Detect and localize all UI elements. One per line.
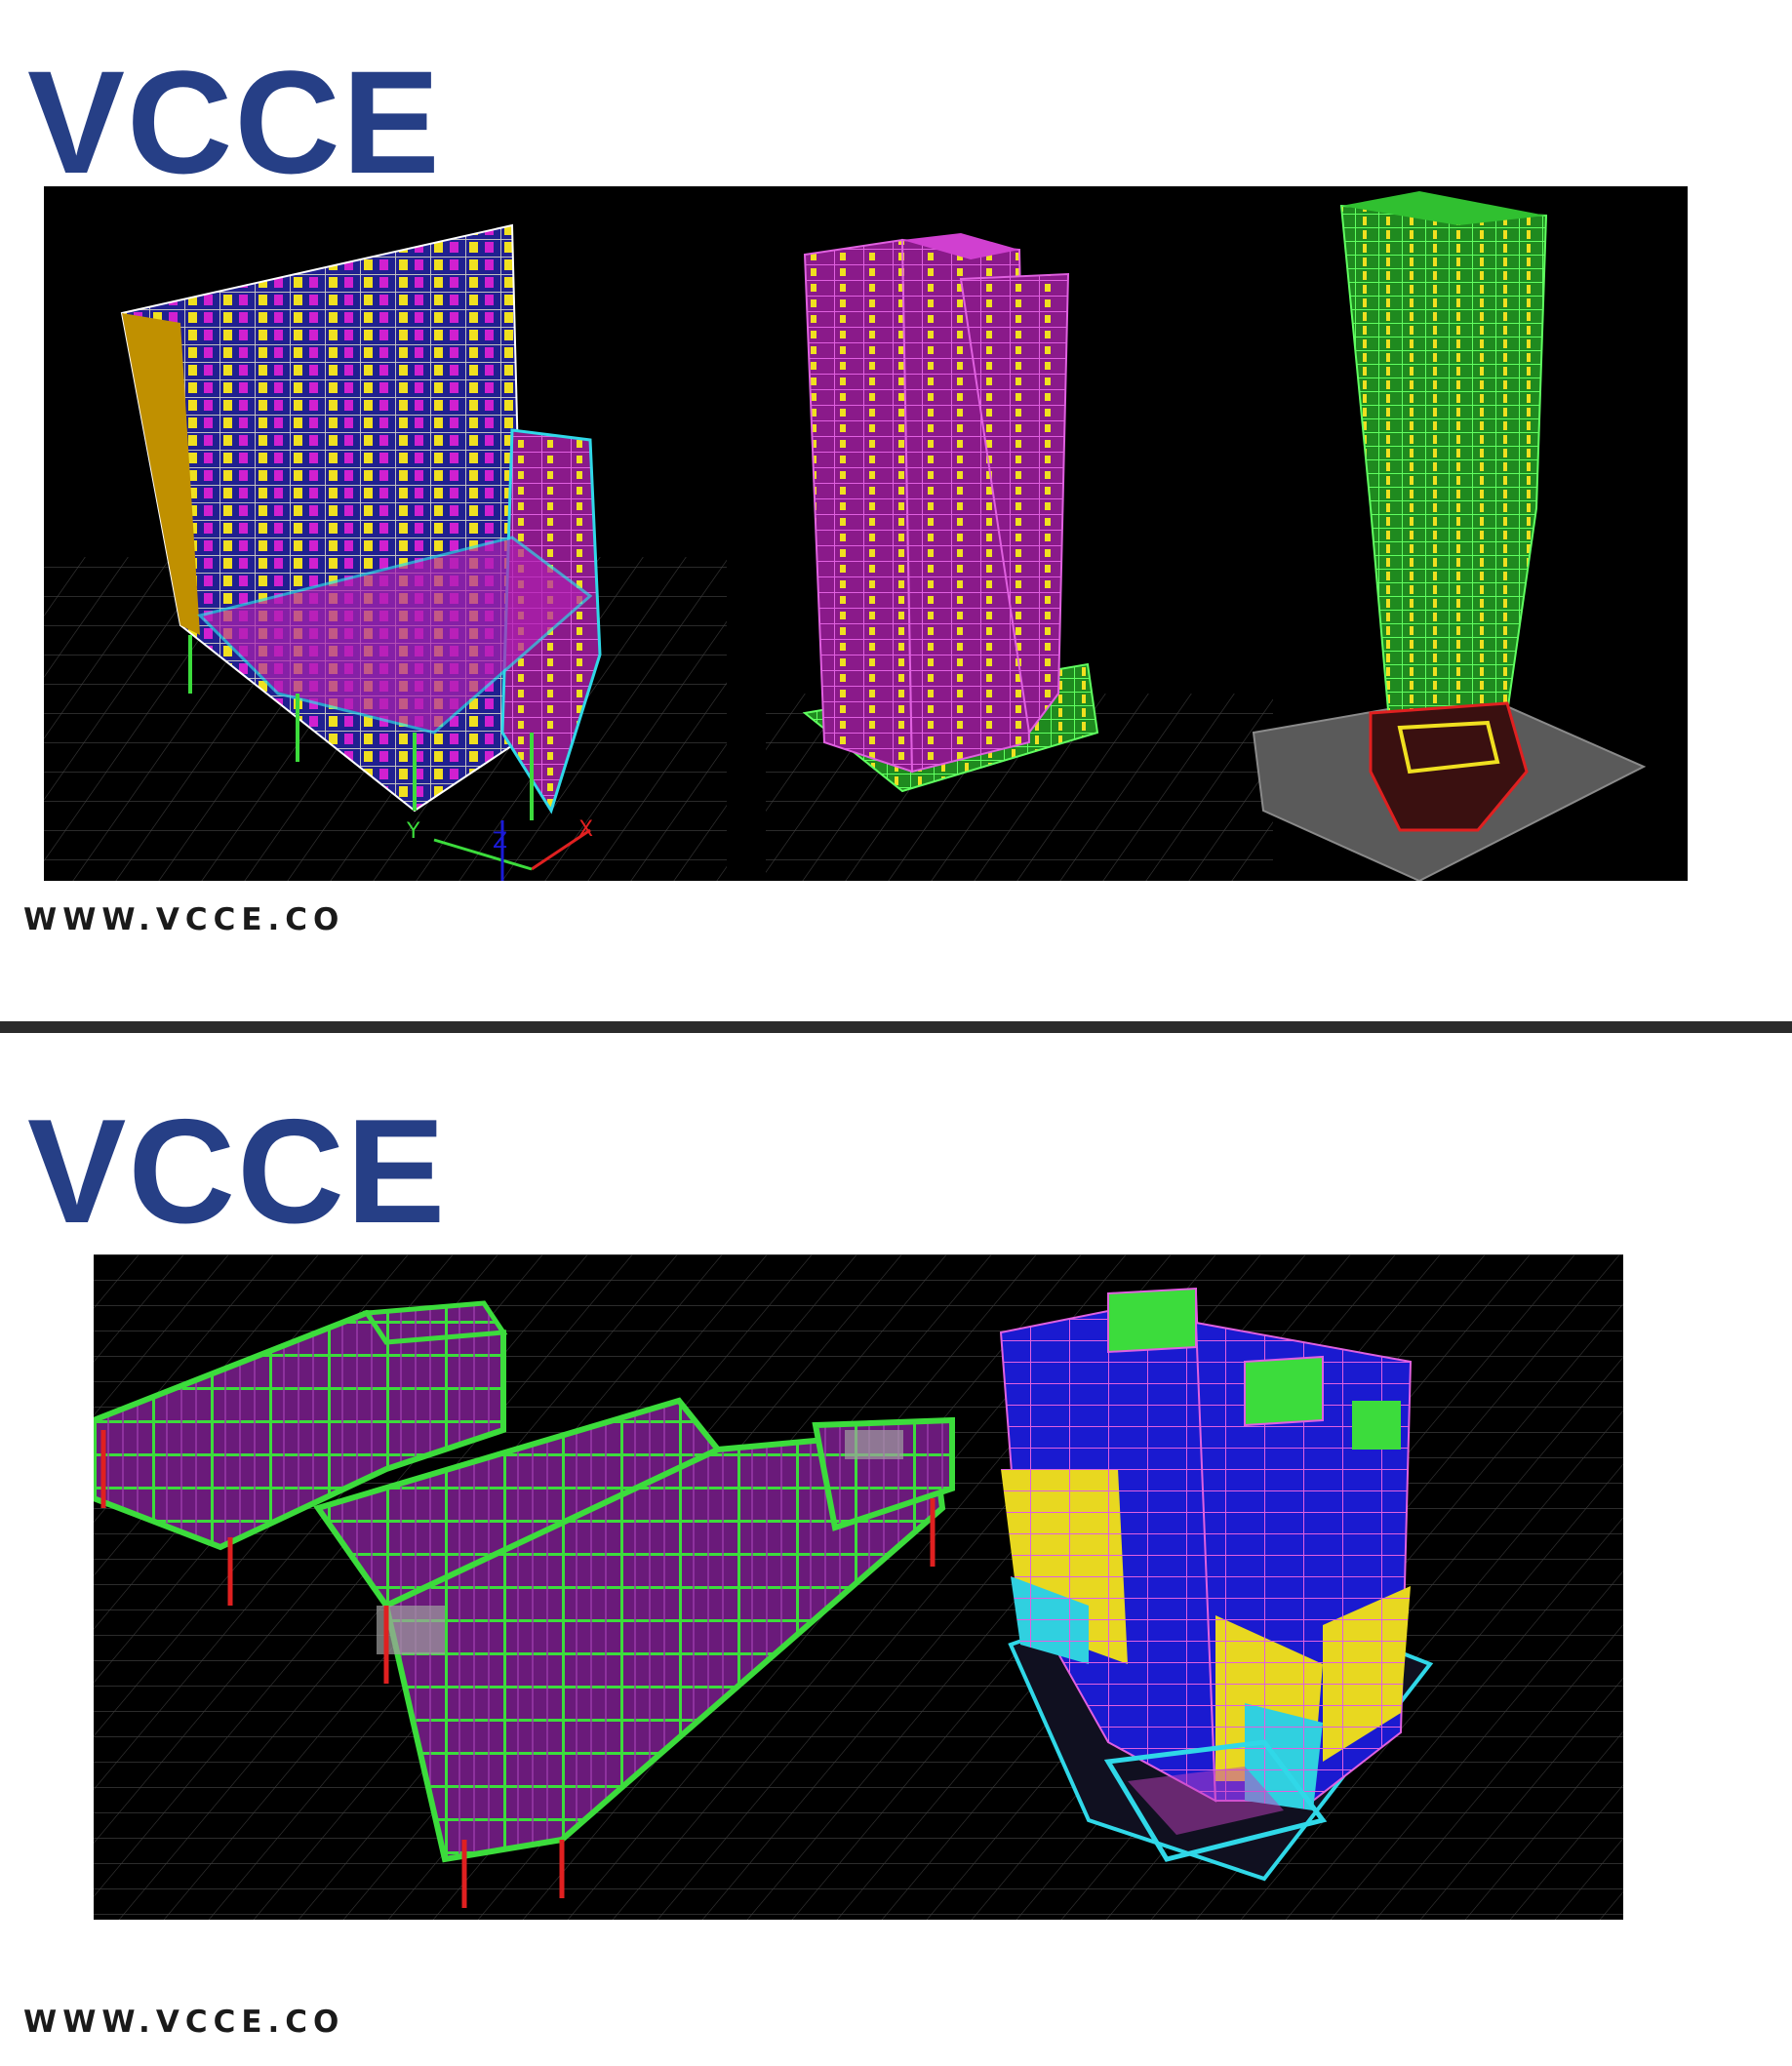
axis-y-line	[433, 838, 533, 871]
structural-models-image-bottom	[94, 1254, 1623, 1920]
axis-x-label: X	[578, 817, 593, 842]
structural-render-bottom	[94, 1254, 1623, 1920]
structural-models-image-top: X Y Z	[44, 191, 1647, 881]
axis-y-label: Y	[406, 819, 420, 844]
axis-x-line	[531, 828, 591, 871]
structural-render-top: X Y Z	[44, 186, 1688, 881]
section-divider	[0, 1021, 1792, 1033]
brand-logo-top: VCCE	[27, 40, 442, 204]
axis-z-label: Z	[493, 829, 507, 854]
website-url-top: WWW.VCCE.CO	[23, 902, 345, 937]
brand-logo-bottom: VCCE	[27, 1089, 448, 1254]
website-url-bottom: WWW.VCCE.CO	[23, 2005, 345, 2040]
